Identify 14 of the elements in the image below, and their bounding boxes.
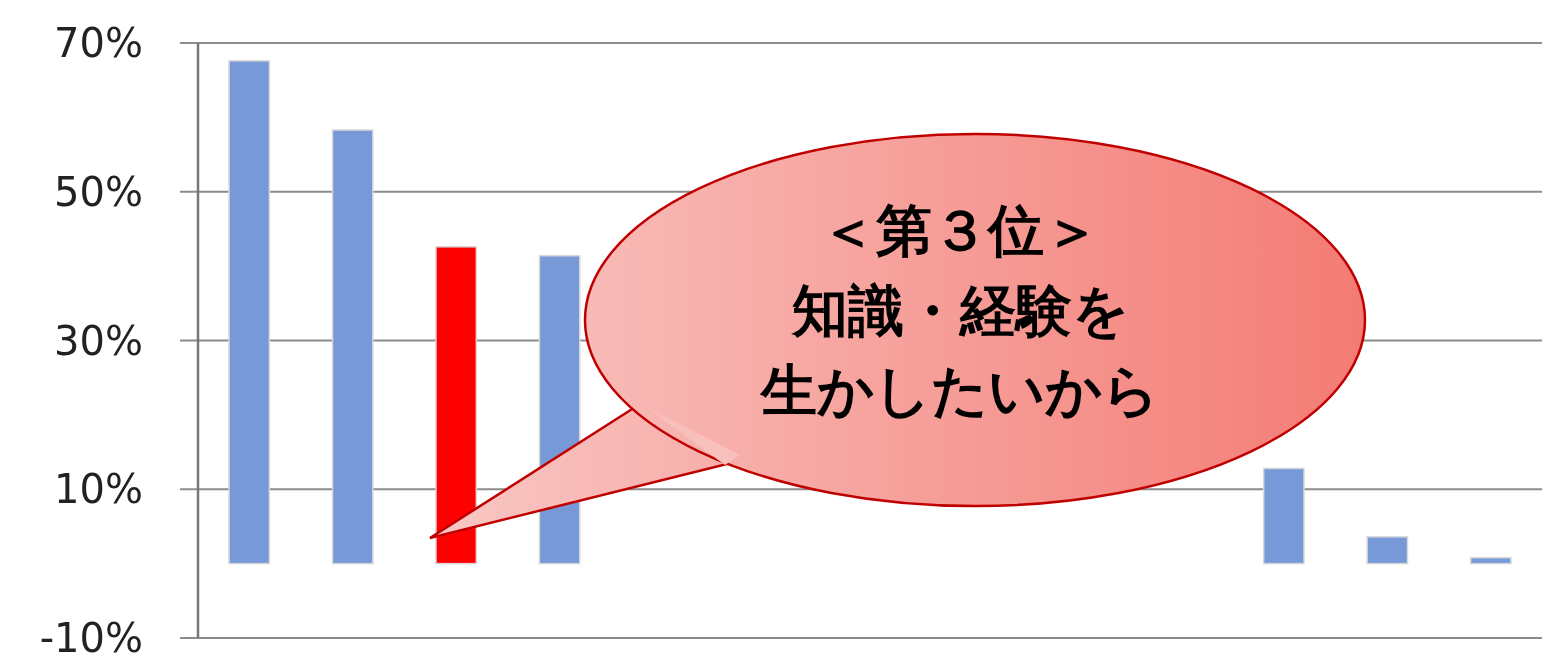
bar (228, 60, 271, 565)
y-tick-label: 50% (54, 168, 143, 215)
y-tick-label: 70% (54, 20, 143, 66)
y-tick-label: -10% (39, 615, 143, 660)
bar (1262, 467, 1305, 565)
bar (331, 129, 374, 565)
y-tick-label: 10% (54, 466, 143, 513)
annotation: 生かしたいから (759, 357, 1159, 423)
bar (1366, 536, 1409, 565)
annotation: 知識・経験を (790, 277, 1129, 343)
y-tick-label: 30% (54, 317, 143, 364)
bar (1469, 556, 1512, 565)
bar (435, 246, 478, 565)
annotation: ＜第３位＞ (820, 197, 1100, 263)
